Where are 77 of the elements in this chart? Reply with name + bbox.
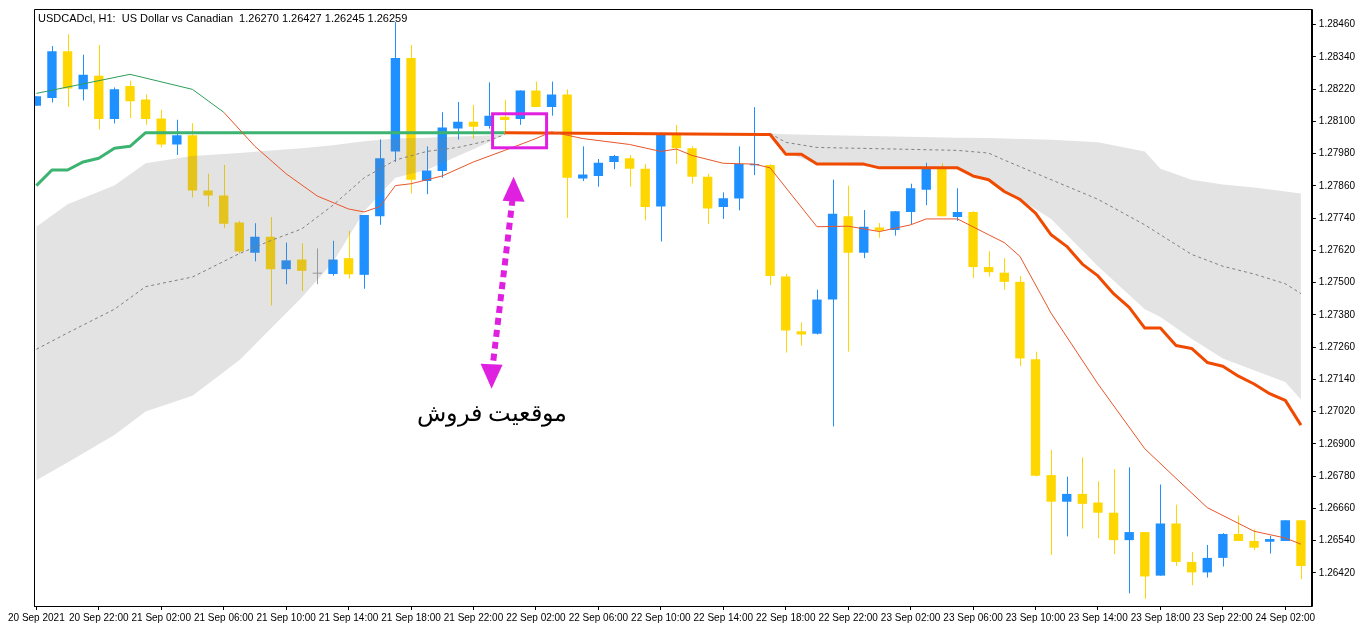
x-tick-label: 22 Sep 10:00 — [631, 611, 692, 623]
y-tick-label: 1.26900 — [1318, 437, 1356, 449]
y-tick-label: 1.26540 — [1318, 534, 1356, 546]
x-tick-label: 21 Sep 18:00 — [381, 611, 442, 623]
candlestick — [531, 81, 541, 108]
candlestick — [343, 230, 354, 280]
candlestick — [1202, 544, 1212, 579]
y-tick-label: 1.26780 — [1318, 469, 1356, 481]
candlestick — [328, 240, 338, 277]
candlestick — [1124, 466, 1134, 594]
x-tick-label: 21 Sep 02:00 — [131, 611, 192, 623]
candlestick — [921, 162, 931, 206]
y-tick-label: 1.26660 — [1318, 502, 1356, 514]
x-tick-label: 21 Sep 06:00 — [193, 611, 254, 623]
candlestick — [500, 99, 510, 134]
x-tick-label: 20 Sep 22:00 — [69, 611, 129, 623]
candlestick — [1186, 551, 1197, 586]
candlestick — [1218, 532, 1228, 567]
candlestick — [1249, 528, 1259, 551]
candlestick — [312, 248, 323, 285]
x-tick-label: 23 Sep 22:00 — [1193, 611, 1254, 623]
y-tick-label: 1.27980 — [1318, 147, 1356, 159]
y-tick-label: 1.28340 — [1318, 50, 1356, 62]
candlestick — [718, 191, 728, 220]
y-tick-label: 1.27380 — [1318, 308, 1356, 320]
y-tick-label: 1.26420 — [1318, 566, 1356, 578]
candlestick — [952, 187, 963, 222]
candlestick — [140, 93, 151, 126]
candlestick — [999, 257, 1009, 291]
candlestick — [796, 321, 807, 347]
x-tick-label: 24 Sep 02:00 — [1255, 611, 1316, 623]
y-tick-label: 1.27500 — [1318, 276, 1356, 288]
candlestick — [624, 154, 635, 188]
x-tick-label: 23 Sep 18:00 — [1130, 611, 1191, 623]
x-tick-label: 23 Sep 06:00 — [943, 611, 1004, 623]
candlestick — [578, 145, 588, 182]
x-tick-label: 22 Sep 06:00 — [568, 611, 629, 623]
candlestick — [172, 119, 182, 156]
y-tick-label: 1.28220 — [1318, 82, 1356, 94]
candlestick — [281, 242, 291, 285]
candlestick — [1062, 476, 1072, 537]
y-tick-label: 1.27620 — [1318, 244, 1356, 256]
x-tick-label: 22 Sep 02:00 — [506, 611, 567, 623]
candlestick — [1077, 456, 1088, 530]
candlestick — [250, 222, 260, 262]
candlestick — [546, 81, 557, 117]
candlestick — [1233, 514, 1244, 542]
candlestick — [984, 250, 994, 278]
candlestick — [203, 173, 213, 208]
x-tick-label: 22 Sep 22:00 — [818, 611, 879, 623]
candlestick — [125, 80, 135, 119]
y-tick-label: 1.28100 — [1318, 115, 1356, 127]
y-tick-label: 1.27020 — [1318, 405, 1356, 417]
y-tick-label: 1.27740 — [1318, 211, 1356, 223]
y-tick-label: 1.27140 — [1318, 373, 1356, 385]
x-tick-label: 23 Sep 14:00 — [1068, 611, 1129, 623]
candlestick — [890, 210, 900, 237]
candlestick — [297, 242, 307, 292]
x-tick-label: 21 Sep 14:00 — [318, 611, 379, 623]
candlestick — [593, 158, 604, 188]
x-tick-label: 22 Sep 14:00 — [693, 611, 754, 623]
x-tick-label: 23 Sep 02:00 — [880, 611, 941, 623]
x-tick-label: 23 Sep 10:00 — [1005, 611, 1066, 623]
chart-title: USDCADcl, H1: US Dollar vs Canadian 1.26270 1.26427 1.26245 1.26259 — [38, 11, 408, 24]
x-tick-label: 21 Sep 22:00 — [443, 611, 504, 623]
y-tick-label: 1.27260 — [1318, 340, 1356, 352]
candlestick — [1093, 480, 1103, 539]
candlestick — [468, 104, 479, 140]
candlestick — [78, 54, 88, 101]
y-tick-label: 1.28460 — [1318, 18, 1356, 30]
x-tick-label: 22 Sep 18:00 — [755, 611, 816, 623]
y-tick-label: 1.27860 — [1318, 179, 1356, 191]
candlestick — [453, 101, 463, 141]
candlestick — [905, 183, 916, 226]
x-tick-label: 21 Sep 10:00 — [256, 611, 317, 623]
x-tick-label: 20 Sep 2021 — [7, 611, 66, 623]
annotation: موقعیت فروش — [416, 400, 567, 428]
